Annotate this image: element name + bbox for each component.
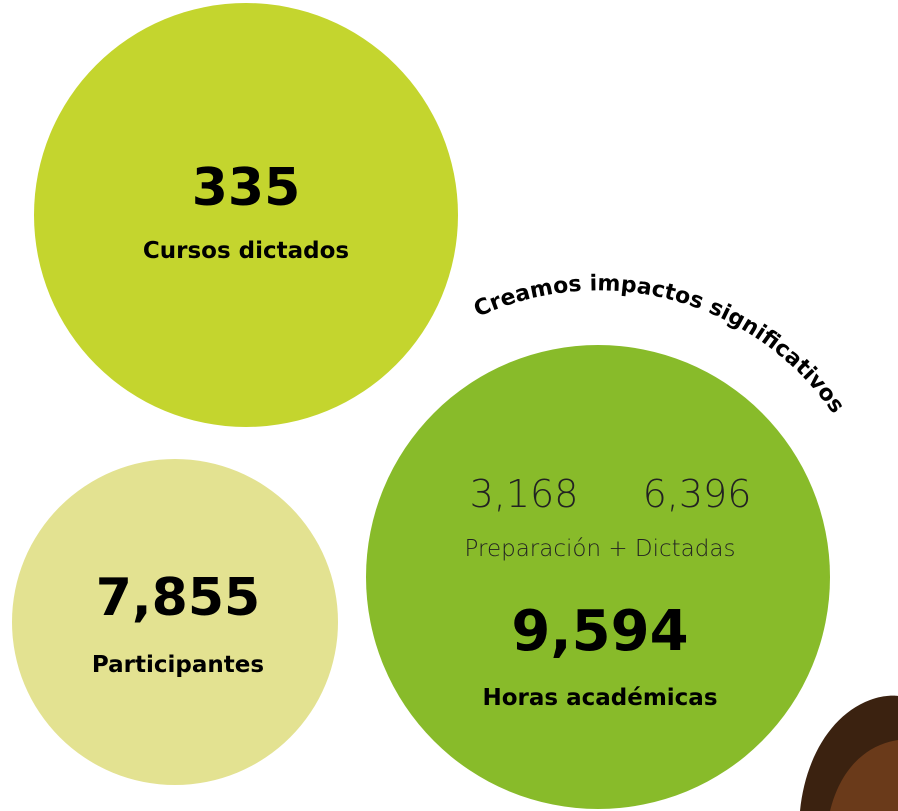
stat-part: 6,396 [643, 472, 752, 516]
page: 335 Cursos dictados 7,855 Participantes … [0, 0, 898, 811]
stat-value: 9,594 [511, 599, 688, 664]
infographic: 335 Cursos dictados 7,855 Participantes … [0, 0, 898, 811]
stat-label: Participantes [92, 652, 264, 678]
stat-label: Cursos dictados [143, 238, 349, 264]
stat-parts-label: Preparación + Dictadas [465, 536, 736, 562]
circle-hours [366, 345, 830, 809]
stat-part: 3,168 [470, 472, 579, 516]
stat-value: 7,855 [96, 568, 260, 628]
stat-value: 335 [192, 158, 301, 218]
stat-label: Horas académicas [482, 685, 717, 711]
